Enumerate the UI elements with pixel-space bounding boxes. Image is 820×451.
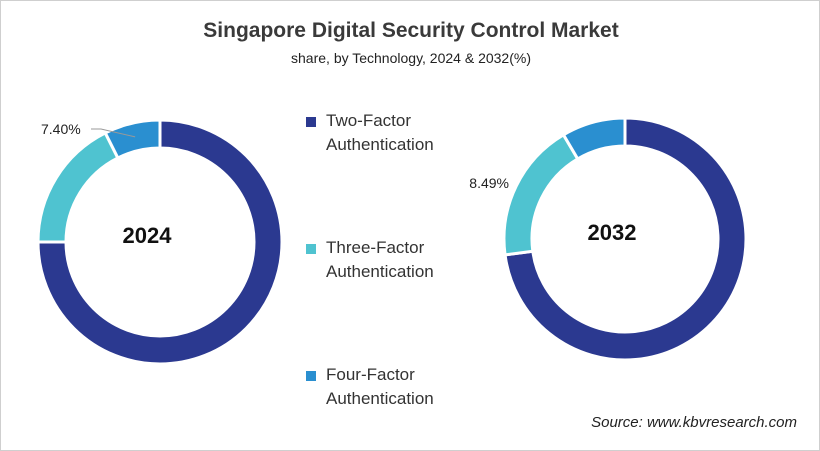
legend-swatch xyxy=(306,244,316,254)
legend-label: Authentication xyxy=(326,389,434,408)
legend-label: Three-Factor xyxy=(326,238,425,257)
donut-slice-2032-1 xyxy=(502,132,580,257)
legend-swatch xyxy=(306,117,316,127)
donut-slice-2032-2 xyxy=(561,116,627,161)
chart-subtitle: share, by Technology, 2024 & 2032(%) xyxy=(291,50,531,66)
donut-slice-2032-0 xyxy=(503,116,748,362)
legend-label: Four-Factor xyxy=(326,365,415,384)
data-label: 8.49% xyxy=(469,175,509,191)
leader-line xyxy=(91,128,136,138)
legend-item-four-factor: Four-Factor Authentication xyxy=(306,363,476,413)
donut-slice-2024-0 xyxy=(36,118,284,366)
data-label: 7.40% xyxy=(41,121,81,137)
center-year-label: 2032 xyxy=(588,220,637,245)
legend-swatch xyxy=(306,371,316,381)
legend-item-two-factor: Two-Factor Authentication xyxy=(306,109,476,159)
legend-label: Authentication xyxy=(326,135,434,154)
legend-label: Authentication xyxy=(326,262,434,281)
legend-item-three-factor: Three-Factor Authentication xyxy=(306,236,476,286)
source-note: Source: www.kbvresearch.com xyxy=(591,414,797,431)
center-year-label: 2024 xyxy=(123,223,173,248)
donut-slice-2024-1 xyxy=(36,130,120,244)
legend-label: Two-Factor xyxy=(326,111,412,130)
chart-title: Singapore Digital Security Control Marke… xyxy=(203,19,619,42)
donut-slice-2024-2 xyxy=(103,118,162,160)
